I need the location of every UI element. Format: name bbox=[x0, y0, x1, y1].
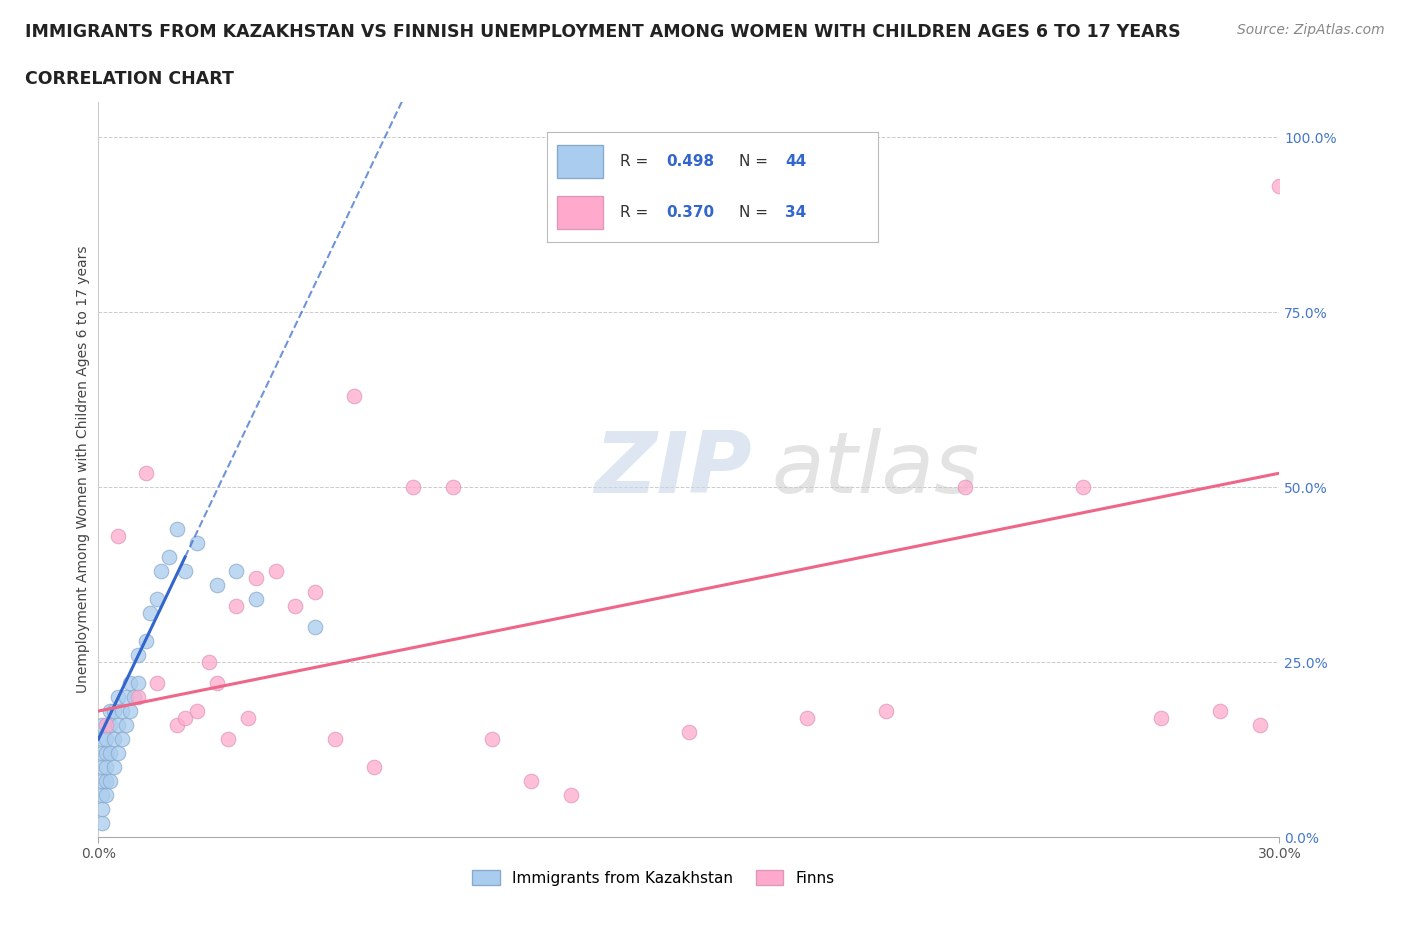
Point bbox=[1150, 711, 1173, 725]
Point bbox=[91, 746, 114, 761]
Point bbox=[481, 732, 503, 747]
Point bbox=[127, 675, 149, 690]
Point bbox=[166, 718, 188, 733]
Point bbox=[304, 619, 326, 634]
Point bbox=[1268, 179, 1291, 193]
Point bbox=[1249, 718, 1271, 733]
Point bbox=[225, 564, 247, 578]
Point bbox=[245, 591, 267, 606]
Point bbox=[953, 480, 976, 495]
Point bbox=[343, 389, 366, 404]
Point bbox=[96, 774, 118, 789]
Point bbox=[115, 718, 138, 733]
Point bbox=[284, 599, 307, 614]
Point bbox=[103, 760, 125, 775]
Point bbox=[146, 591, 169, 606]
Point bbox=[135, 633, 157, 648]
Point bbox=[111, 704, 134, 719]
Point bbox=[875, 704, 897, 719]
Point bbox=[91, 774, 114, 789]
Point bbox=[402, 480, 425, 495]
Point bbox=[146, 675, 169, 690]
Point bbox=[174, 564, 197, 578]
Point bbox=[678, 724, 700, 739]
Point bbox=[91, 788, 114, 803]
Point bbox=[135, 466, 157, 481]
Point bbox=[245, 571, 267, 586]
Point bbox=[225, 599, 247, 614]
Point bbox=[304, 585, 326, 600]
Point bbox=[127, 690, 149, 705]
Point bbox=[107, 690, 129, 705]
Text: atlas: atlas bbox=[772, 428, 980, 512]
Text: ZIP: ZIP bbox=[595, 428, 752, 512]
Point bbox=[91, 760, 114, 775]
Point bbox=[1209, 704, 1232, 719]
Point bbox=[217, 732, 239, 747]
Point bbox=[174, 711, 197, 725]
Point bbox=[796, 711, 818, 725]
Point bbox=[115, 690, 138, 705]
Point bbox=[103, 732, 125, 747]
Point bbox=[103, 704, 125, 719]
Point bbox=[236, 711, 259, 725]
Point bbox=[520, 774, 543, 789]
Point bbox=[441, 480, 464, 495]
Point bbox=[138, 605, 160, 620]
Point bbox=[107, 718, 129, 733]
Point bbox=[98, 704, 121, 719]
Point bbox=[205, 578, 228, 592]
Point bbox=[1071, 480, 1094, 495]
Point bbox=[197, 655, 219, 670]
Point bbox=[96, 746, 118, 761]
Point bbox=[363, 760, 385, 775]
Point bbox=[118, 675, 141, 690]
Point bbox=[96, 718, 118, 733]
Point bbox=[98, 746, 121, 761]
Point bbox=[91, 718, 114, 733]
Point bbox=[264, 564, 287, 578]
Text: Source: ZipAtlas.com: Source: ZipAtlas.com bbox=[1237, 23, 1385, 37]
Point bbox=[91, 802, 114, 817]
Point bbox=[107, 746, 129, 761]
Point bbox=[91, 732, 114, 747]
Point bbox=[186, 536, 208, 551]
Text: IMMIGRANTS FROM KAZAKHSTAN VS FINNISH UNEMPLOYMENT AMONG WOMEN WITH CHILDREN AGE: IMMIGRANTS FROM KAZAKHSTAN VS FINNISH UN… bbox=[25, 23, 1181, 41]
Point bbox=[186, 704, 208, 719]
Point bbox=[205, 675, 228, 690]
Point bbox=[96, 788, 118, 803]
Point bbox=[323, 732, 346, 747]
Point bbox=[98, 718, 121, 733]
Point bbox=[150, 564, 173, 578]
Legend: Immigrants from Kazakhstan, Finns: Immigrants from Kazakhstan, Finns bbox=[467, 864, 841, 892]
Point bbox=[111, 732, 134, 747]
Point bbox=[91, 816, 114, 830]
Point bbox=[157, 550, 180, 565]
Point bbox=[127, 647, 149, 662]
Y-axis label: Unemployment Among Women with Children Ages 6 to 17 years: Unemployment Among Women with Children A… bbox=[76, 246, 90, 694]
Point bbox=[166, 522, 188, 537]
Point bbox=[107, 528, 129, 543]
Point bbox=[96, 732, 118, 747]
Point bbox=[98, 774, 121, 789]
Point bbox=[96, 760, 118, 775]
Point bbox=[122, 690, 145, 705]
Text: CORRELATION CHART: CORRELATION CHART bbox=[25, 70, 235, 87]
Point bbox=[118, 704, 141, 719]
Point bbox=[560, 788, 582, 803]
